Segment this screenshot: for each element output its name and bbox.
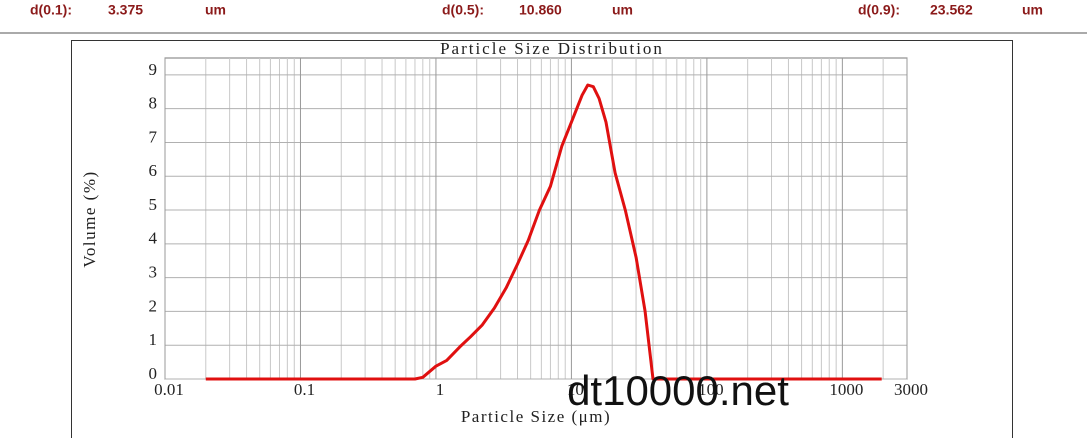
header-value: 10.860: [519, 2, 562, 18]
watermark: dt10000.net: [567, 367, 789, 414]
x-tick-label: 3000: [894, 380, 928, 399]
y-tick-label: 7: [149, 127, 158, 146]
x-tick-label: 0.01: [154, 380, 184, 399]
header-unit: um: [612, 2, 633, 18]
y-tick-label: 6: [149, 161, 158, 180]
y-tick-label: 8: [149, 94, 158, 113]
y-tick-label: 5: [149, 195, 158, 214]
x-tick-label: 100: [698, 380, 724, 399]
x-tick-label: 0.1: [294, 380, 315, 399]
data-line: [205, 83, 882, 381]
header-label: d(0.9):: [858, 2, 900, 18]
header-unit: um: [205, 2, 226, 18]
y-tick-label: 3: [149, 263, 158, 282]
y-axis-label: Volume (%): [80, 170, 99, 267]
y-tick-label: 2: [149, 296, 158, 315]
y-tick-label: 1: [149, 330, 158, 349]
header-value: 3.375: [108, 2, 143, 18]
x-tick-label: 10: [567, 380, 584, 399]
y-tick-label: 4: [149, 229, 158, 248]
y-tick-label: 9: [149, 60, 158, 79]
chart-title: Particle Size Distribution: [440, 39, 664, 58]
y-tick-label: 0: [149, 364, 158, 383]
x-axis-label: Particle Size (μm): [461, 407, 611, 426]
plot: 0 1 2 3 4 5 6 7 8 9 0.01 0.1 1 10 100 1000 3000: [149, 57, 928, 399]
header-unit: um: [1022, 2, 1043, 18]
header-label: d(0.1):: [30, 2, 72, 18]
x-tick-label: 1: [436, 380, 445, 399]
header-label: d(0.5):: [442, 2, 484, 18]
header-value: 23.562: [930, 2, 973, 18]
x-tick-label: 1000: [829, 380, 863, 399]
